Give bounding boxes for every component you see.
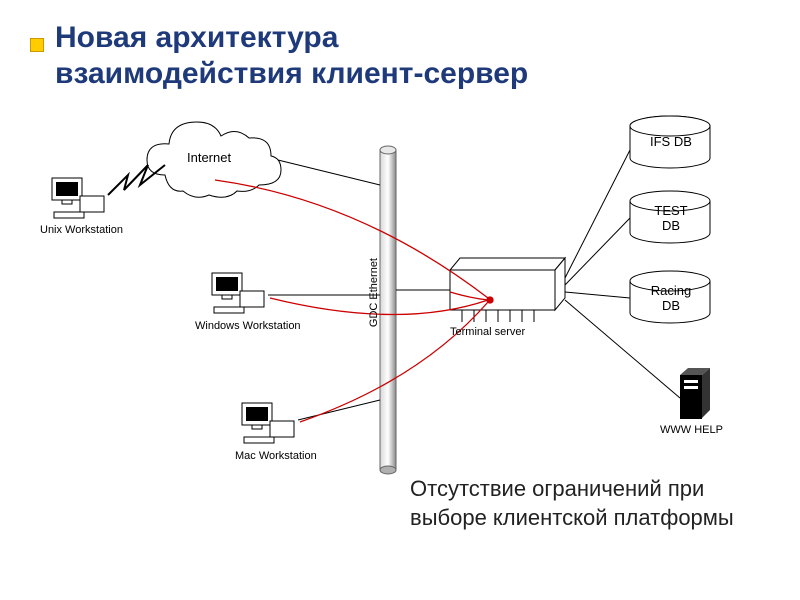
mac-workstation-icon xyxy=(242,403,294,443)
unix-label: Unix Workstation xyxy=(40,224,123,236)
mac-label: Mac Workstation xyxy=(235,450,317,462)
www-label: WWW HELP xyxy=(660,424,723,436)
terminal-label: Terminal server xyxy=(450,326,525,338)
windows-workstation-icon xyxy=(212,273,264,313)
ethernet-bus xyxy=(380,146,396,474)
www-help-icon xyxy=(680,368,710,419)
internet-label: Internet xyxy=(187,150,231,165)
windows-label: Windows Workstation xyxy=(195,320,301,332)
test-db-label: TEST DB xyxy=(654,203,688,233)
caption-text: Отсутствие ограничений при выборе клиент… xyxy=(410,475,780,532)
terminal-server-icon xyxy=(450,258,565,322)
unix-workstation-icon xyxy=(52,178,104,218)
racing-db-label: Racing DB xyxy=(648,283,694,313)
gdc-label: GDC Ethernet xyxy=(368,258,380,327)
ifs-db-label: IFS DB xyxy=(650,134,692,149)
